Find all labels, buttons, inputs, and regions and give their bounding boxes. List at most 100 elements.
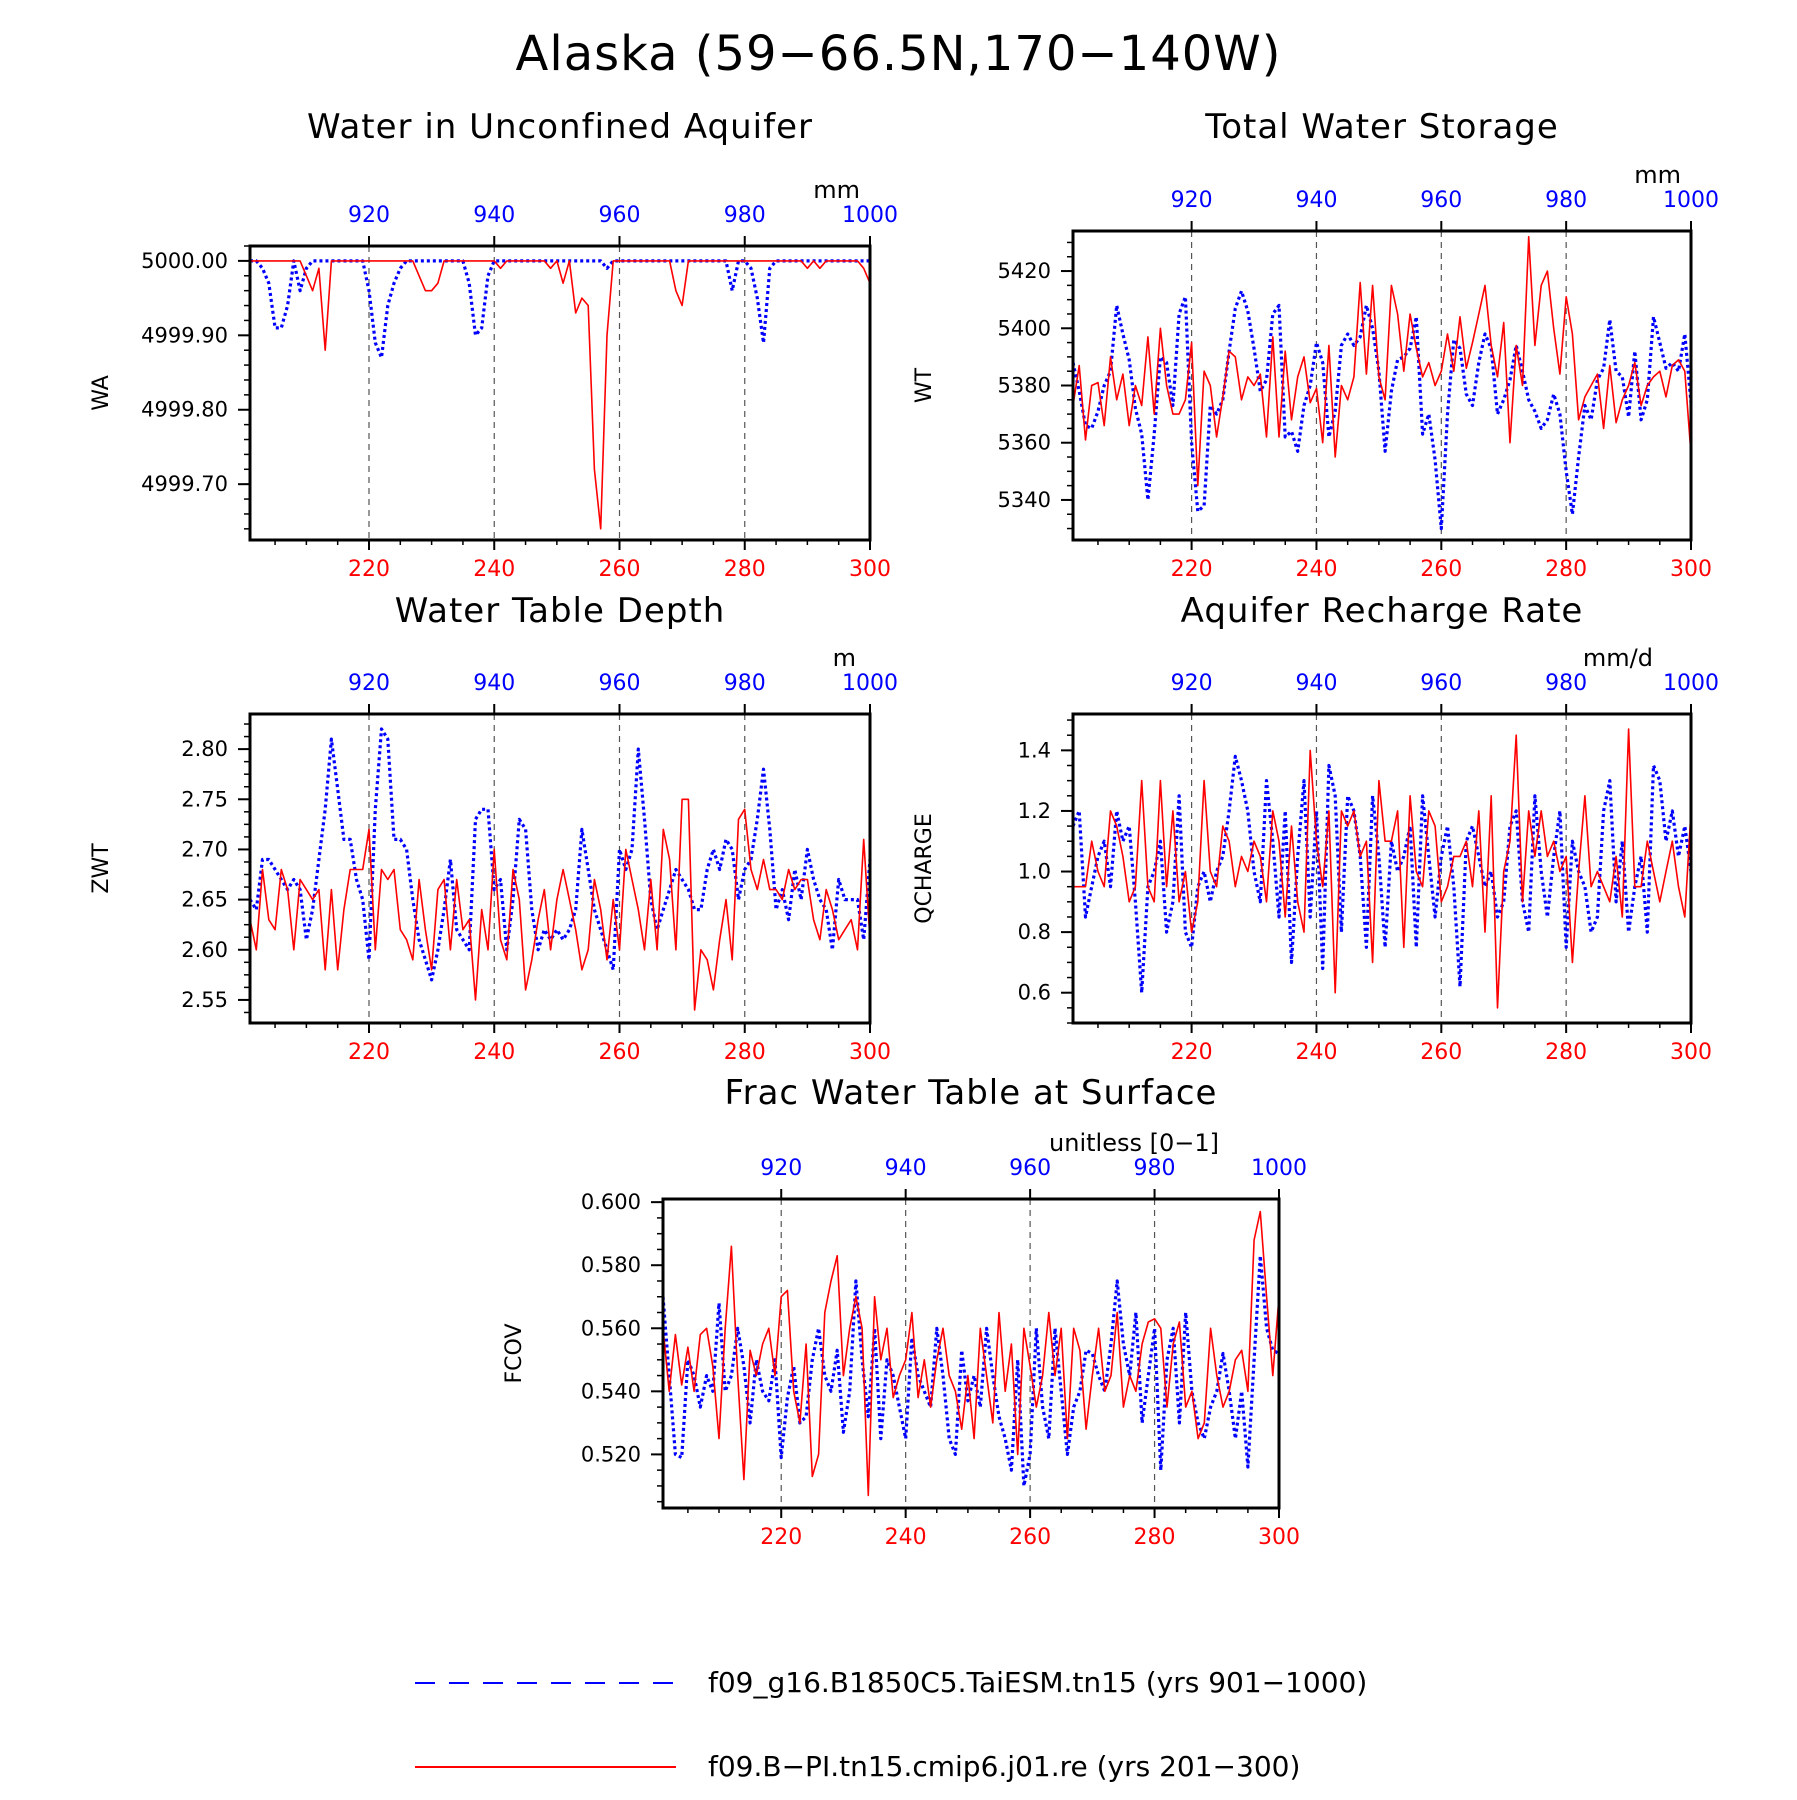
y-tick-label: 4999.90 (141, 323, 228, 347)
x-top-tick-label: 1000 (1251, 1156, 1307, 1181)
y-tick-label: 4999.80 (141, 398, 228, 422)
x-bottom-tick-label: 240 (473, 557, 515, 582)
x-top-tick-label: 920 (1171, 671, 1213, 696)
series-line-blue (1071, 289, 1693, 531)
plot-frame (248, 244, 872, 542)
x-bottom-tick-label: 240 (1295, 557, 1337, 582)
x-top-tick-label: 920 (760, 1156, 802, 1181)
y-tick-label: 5360 (998, 431, 1051, 455)
y-tick-label: 5340 (998, 488, 1051, 512)
y-tick-label: 4999.70 (141, 472, 228, 496)
panel-4: Aquifer Recharge Rate QCHARGE mm/d 0.6 0.8 1.… (912, 591, 1719, 1065)
x-bottom-tick-label: 300 (1670, 557, 1712, 582)
plot-frame (661, 1197, 1281, 1510)
units-label: mm (813, 176, 860, 204)
plot-frame (248, 712, 872, 1025)
x-bottom-tick-label: 260 (598, 1040, 640, 1065)
x-bottom-tick-label: 280 (1134, 1525, 1176, 1550)
x-bottom-tick-label: 260 (1420, 1040, 1462, 1065)
x-bottom-tick-label: 280 (1545, 557, 1587, 582)
y-tick-label: 0.8 (1018, 920, 1051, 944)
x-top-tick-label: 960 (598, 671, 640, 696)
x-bottom-tick-label: 260 (598, 557, 640, 582)
y-tick-label: 5420 (998, 259, 1051, 283)
panel-title: Frac Water Table at Surface (725, 1073, 1218, 1113)
y-tick-label: 0.600 (581, 1190, 641, 1214)
x-top-tick-label: 940 (473, 203, 515, 228)
x-bottom-tick-label: 260 (1420, 557, 1462, 582)
x-bottom-tick-label: 260 (1009, 1525, 1051, 1550)
x-bottom-tick-label: 240 (473, 1040, 515, 1065)
legend-label: f09.B−PI.tn15.cmip6.j01.re (yrs 201−300) (708, 1750, 1300, 1783)
series-line-blue (661, 1254, 1280, 1488)
legend-label: f09_g16.B1850C5.TaiESM.tn15 (yrs 901−100… (708, 1666, 1367, 1699)
x-bottom-tick-label: 220 (760, 1525, 802, 1550)
x-top-tick-label: 980 (1545, 671, 1587, 696)
x-bottom-tick-label: 300 (849, 557, 891, 582)
panel-title: Total Water Storage (1204, 107, 1559, 147)
x-top-tick-label: 980 (1134, 1156, 1176, 1181)
y-tick-label: 1.4 (1018, 738, 1051, 762)
series-line-red (1073, 728, 1692, 1009)
y-tick-label: 0.580 (581, 1253, 641, 1277)
x-bottom-tick-label: 240 (1295, 1040, 1337, 1065)
units-label: unitless [0−1] (1049, 1129, 1219, 1157)
x-bottom-tick-label: 300 (1258, 1525, 1300, 1550)
x-bottom-tick-label: 280 (724, 557, 766, 582)
y-tick-label: 5400 (998, 316, 1051, 340)
y-axis-label: WT (912, 367, 937, 403)
x-top-tick-label: 940 (1295, 188, 1337, 213)
panel-1: Water in Unconfined Aquifer WA mm 5000.00 49… (89, 107, 898, 582)
x-top-tick-label: 940 (885, 1156, 927, 1181)
y-tick-label: 1.2 (1018, 799, 1051, 823)
y-axis-label: FCOV (502, 1324, 527, 1384)
x-top-tick-label: 980 (724, 671, 766, 696)
legend: f09_g16.B1850C5.TaiESM.tn15 (yrs 901−100… (415, 1666, 1367, 1783)
panel-title: Water Table Depth (395, 591, 726, 631)
y-tick-label: 2.55 (181, 988, 228, 1012)
x-top-tick-label: 960 (1009, 1156, 1051, 1181)
x-bottom-tick-label: 220 (348, 1040, 390, 1065)
units-label: mm/d (1583, 644, 1653, 672)
x-bottom-tick-label: 300 (1670, 1040, 1712, 1065)
y-tick-label: 2.70 (181, 837, 228, 861)
x-top-tick-label: 920 (348, 203, 390, 228)
series-line-red (249, 798, 871, 1011)
panel-2: Total Water Storage WT mm 5340 5360 5380 5400 5… (912, 107, 1719, 582)
y-tick-label: 2.75 (181, 787, 228, 811)
x-top-tick-label: 1000 (842, 671, 898, 696)
units-label: mm (1634, 161, 1681, 189)
series-line-red (662, 1210, 1280, 1497)
units-label: m (833, 644, 856, 672)
x-top-tick-label: 1000 (1663, 188, 1719, 213)
y-tick-label: 5380 (998, 374, 1051, 398)
y-tick-label: 2.60 (181, 938, 228, 962)
x-top-tick-label: 1000 (842, 203, 898, 228)
x-top-tick-label: 940 (473, 671, 515, 696)
x-bottom-tick-label: 280 (1545, 1040, 1587, 1065)
x-top-tick-label: 1000 (1663, 671, 1719, 696)
y-tick-label: 2.80 (181, 737, 228, 761)
x-top-tick-label: 920 (1171, 188, 1213, 213)
y-tick-label: 0.6 (1018, 981, 1051, 1005)
plot-frame (1071, 712, 1693, 1025)
x-top-tick-label: 960 (598, 203, 640, 228)
series-line-blue (248, 727, 872, 982)
y-axis-label: QCHARGE (912, 813, 937, 924)
panel-title: Water in Unconfined Aquifer (307, 107, 813, 147)
panel-5: Frac Water Table at Surface FCOV unitless … (502, 1073, 1307, 1550)
x-top-tick-label: 960 (1420, 188, 1462, 213)
y-axis-label: WA (89, 375, 114, 411)
x-bottom-tick-label: 240 (885, 1525, 927, 1550)
x-bottom-tick-label: 220 (1171, 1040, 1213, 1065)
x-bottom-tick-label: 220 (1171, 557, 1213, 582)
x-top-tick-label: 920 (348, 671, 390, 696)
y-tick-label: 1.0 (1018, 860, 1051, 884)
y-tick-label: 0.560 (581, 1316, 641, 1340)
series-line-blue (250, 259, 870, 360)
y-tick-label: 5000.00 (141, 249, 228, 273)
x-bottom-tick-label: 220 (348, 557, 390, 582)
figure-title: Alaska (59−66.5N,170−140W) (515, 26, 1282, 82)
